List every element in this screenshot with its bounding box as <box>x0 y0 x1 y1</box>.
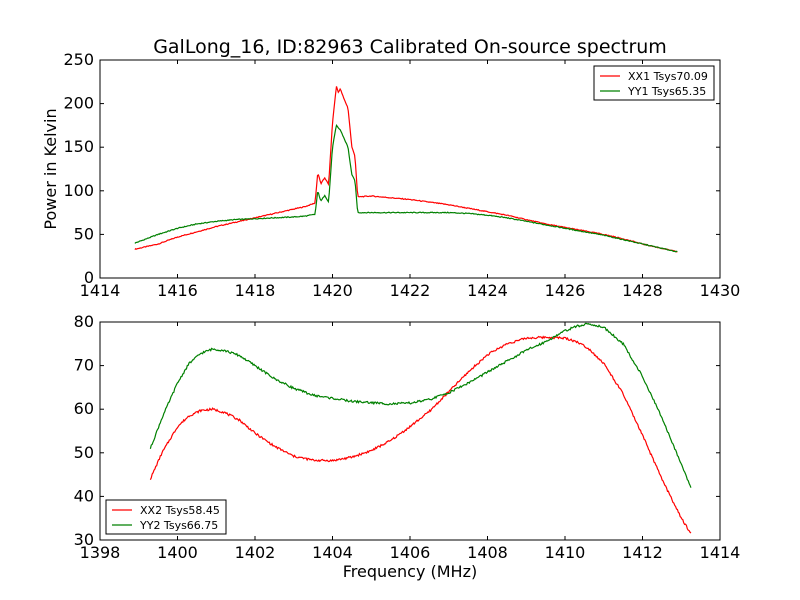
top-series-line-2 <box>134 123 678 253</box>
top-x-tick-label: 1414 <box>80 281 121 300</box>
top-legend-label-1: XX1 Tsys70.09 <box>628 70 708 83</box>
bottom-y-tick-label: 70 <box>74 356 94 375</box>
top-y-axis-label: Power in Kelvin <box>41 108 60 229</box>
top-y-tick-label: 100 <box>63 181 94 200</box>
top-x-tick-label: 1418 <box>235 281 276 300</box>
top-y-tick-label: 250 <box>63 50 94 69</box>
top-legend-box <box>593 65 715 101</box>
bottom-x-axis-label: Frequency (MHz) <box>343 562 477 581</box>
bottom-x-tick-label: 1398 <box>80 543 121 562</box>
top-x-tick-label: 1420 <box>312 281 353 300</box>
top-y-tick-label: 0 <box>84 268 94 287</box>
figure-title: GalLong_16, ID:82963 Calibrated On-sourc… <box>153 36 667 58</box>
top-series-line-1 <box>134 86 678 253</box>
bottom-y-tick-label: 60 <box>74 399 94 418</box>
top-x-tick-label: 1416 <box>157 281 198 300</box>
top-y-tick-label: 150 <box>63 137 94 156</box>
bottom-legend-label-1: XX2 Tsys58.45 <box>140 504 220 517</box>
bottom-y-tick-label: 80 <box>74 312 94 331</box>
bottom-x-tick-label: 1414 <box>700 543 741 562</box>
bottom-x-tick-label: 1412 <box>622 543 663 562</box>
top-y-tick-label: 50 <box>74 224 94 243</box>
bottom-x-tick-label: 1400 <box>157 543 198 562</box>
top-x-tick-label: 1428 <box>622 281 663 300</box>
bottom-x-tick-label: 1408 <box>467 543 508 562</box>
top-x-tick-label: 1422 <box>390 281 431 300</box>
plots-layer: 1414 1416 1418 1420 1422 1424 1426 1428 14300501… <box>63 50 740 562</box>
bottom-y-tick-label: 50 <box>74 443 94 462</box>
bottom-x-tick-label: 1406 <box>390 543 431 562</box>
bottom-legend-box <box>105 499 227 535</box>
bottom-panel: 1398 1400 1402 1404 1406 1408 1410 1412 1414 30 40… <box>74 312 741 562</box>
bottom-legend-label-2: YY2 Tsys66.75 <box>139 519 218 532</box>
top-x-tick-label: 1430 <box>700 281 741 300</box>
bottom-y-tick-label: 30 <box>74 530 94 549</box>
top-y-tick-label: 200 <box>63 94 94 113</box>
top-legend: XX1 Tsys70.09 YY1 Tsys65.35 <box>593 65 715 101</box>
bottom-y-tick-label: 40 <box>74 486 94 505</box>
top-x-tick-label: 1424 <box>467 281 508 300</box>
top-legend-label-2: YY1 Tsys65.35 <box>627 85 706 98</box>
top-x-tick-label: 1426 <box>545 281 586 300</box>
bottom-x-tick-label: 1404 <box>312 543 353 562</box>
top-panel: 1414 1416 1418 1420 1422 1424 1426 1428 1430 0 50 1… <box>63 50 740 300</box>
bottom-legend: XX2 Tsys58.45 YY2 Tsys66.75 <box>105 499 227 535</box>
bottom-series-line-1 <box>149 335 692 534</box>
bottom-series-line-2 <box>149 322 692 488</box>
bottom-x-tick-label: 1410 <box>545 543 586 562</box>
bottom-x-tick-label: 1402 <box>235 543 276 562</box>
